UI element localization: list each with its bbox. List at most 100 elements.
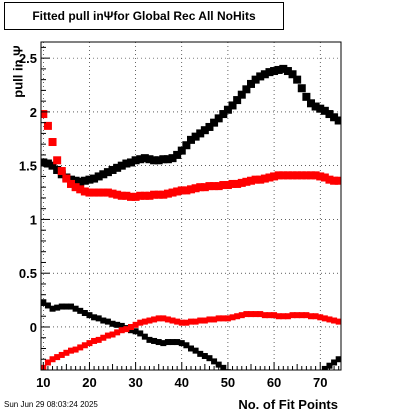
data-point-s0 (256, 72, 265, 81)
data-point-s1 (260, 174, 269, 183)
data-point-s1 (136, 191, 145, 200)
data-point-s2 (128, 327, 134, 334)
x-tick-label: 70 (313, 375, 327, 390)
data-point-s0 (122, 159, 131, 168)
data-point-s3 (335, 318, 341, 325)
data-point-s1 (237, 178, 246, 187)
data-point-s2 (178, 340, 185, 347)
data-point-s3 (58, 351, 65, 358)
data-point-s3 (95, 336, 102, 343)
data-point-s3 (298, 312, 305, 319)
chart-title-box: Fitted pull in Ψ for Global Rec All NoHi… (4, 2, 284, 30)
date-stamp: Sun Jun 29 08:03:24 2025 (4, 400, 98, 409)
data-point-s0 (53, 165, 62, 174)
data-point-s3 (137, 319, 144, 326)
data-point-s2 (192, 347, 199, 354)
data-point-s1 (283, 171, 292, 180)
chart-title-prefix: Fitted pull in (32, 9, 104, 23)
data-point-s3 (294, 312, 301, 319)
data-point-s0 (173, 150, 182, 159)
x-tick-label: 60 (267, 375, 281, 390)
x-tick-label: 20 (82, 375, 96, 390)
data-point-s2 (41, 299, 47, 306)
data-point-s2 (114, 321, 121, 328)
data-point-s1 (210, 182, 219, 191)
data-point-s2 (58, 303, 65, 310)
data-point-s0 (99, 170, 108, 179)
data-point-s3 (234, 313, 241, 320)
data-point-s2 (188, 345, 194, 352)
data-point-s0 (247, 79, 255, 88)
data-point-s2 (146, 336, 153, 343)
data-point-s2 (81, 310, 88, 317)
data-point-s2 (169, 339, 176, 346)
data-point-s1 (214, 182, 223, 191)
data-point-s3 (201, 317, 208, 324)
data-point-s3 (86, 340, 93, 347)
data-point-s1 (85, 188, 94, 197)
data-point-s3 (160, 315, 167, 322)
data-point-s3 (192, 318, 199, 325)
data-point-s1 (265, 173, 274, 182)
data-point-s3 (220, 315, 227, 322)
data-point-s0 (168, 154, 177, 163)
data-point-s2 (331, 359, 338, 366)
data-point-s2 (160, 340, 167, 347)
data-point-s1 (302, 171, 311, 180)
data-point-s1 (150, 190, 159, 199)
data-point-s3 (132, 321, 139, 328)
data-point-s3 (211, 316, 218, 323)
data-point-s0 (150, 156, 159, 165)
data-point-s3 (197, 317, 204, 324)
data-point-s2 (335, 356, 341, 363)
data-point-s3 (284, 313, 291, 320)
data-point-s1 (76, 185, 85, 194)
data-point-s1 (242, 177, 251, 186)
data-point-s3 (123, 326, 130, 333)
data-point-s1 (316, 172, 325, 181)
data-point-s0 (251, 75, 260, 84)
data-point-s1 (297, 171, 306, 180)
data-point-s1 (334, 176, 341, 185)
data-point-s1 (279, 171, 288, 180)
data-point-s1 (41, 110, 48, 119)
data-point-s1 (154, 190, 163, 199)
data-point-s1 (288, 171, 297, 180)
data-point-s2 (183, 342, 190, 349)
x-tick-label: 10 (36, 375, 50, 390)
data-point-s1 (140, 191, 149, 200)
data-point-s0 (279, 64, 288, 73)
data-point-s3 (326, 316, 333, 323)
y-tick-label: 0 (30, 320, 37, 335)
data-point-s1 (191, 184, 200, 193)
data-point-s0 (233, 96, 242, 105)
data-point-s3 (308, 313, 314, 320)
data-point-s3 (49, 356, 56, 363)
data-point-s2 (151, 337, 158, 344)
data-point-s0 (288, 70, 297, 79)
data-point-s3 (224, 315, 231, 322)
data-point-s3 (104, 332, 111, 339)
data-point-s0 (330, 113, 339, 122)
data-point-s3 (215, 315, 222, 322)
data-point-s0 (274, 65, 283, 74)
data-point-s3 (238, 312, 245, 319)
data-point-s3 (183, 319, 190, 326)
data-point-s0 (334, 116, 341, 125)
data-point-s1 (103, 188, 112, 197)
data-point-s0 (297, 84, 306, 93)
data-point-s0 (67, 175, 75, 184)
data-point-s0 (43, 159, 52, 168)
data-point-s2 (77, 307, 84, 314)
data-point-s1 (99, 188, 108, 197)
data-point-s3 (118, 327, 125, 334)
data-point-s0 (302, 92, 311, 101)
data-point-s0 (214, 114, 223, 123)
data-point-s0 (182, 141, 191, 150)
data-point-s0 (145, 155, 154, 164)
marker-group (41, 64, 341, 370)
data-point-s3 (252, 311, 259, 318)
data-point-s1 (325, 175, 334, 184)
data-point-s1 (159, 190, 168, 199)
data-point-s0 (154, 156, 163, 165)
